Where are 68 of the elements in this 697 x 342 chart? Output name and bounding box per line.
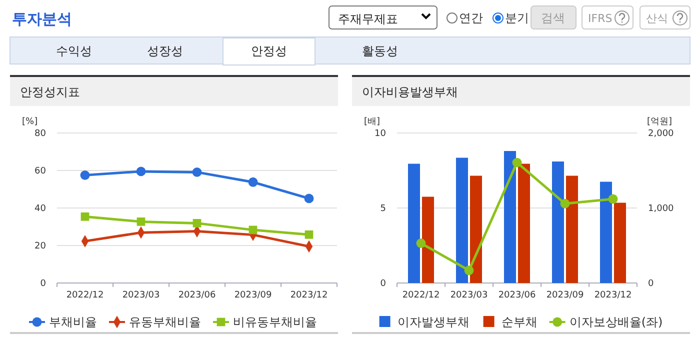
bar xyxy=(600,182,612,283)
x-tick-label: 2023/12 xyxy=(290,290,328,300)
text: 활동성 xyxy=(362,44,398,58)
point xyxy=(80,170,90,180)
text: 안정성 xyxy=(251,44,287,58)
legend-label: 부채비율 xyxy=(49,315,97,329)
text: 연간 xyxy=(459,11,483,25)
y-axis-title: [%] xyxy=(22,117,38,127)
chart-title: 이자비용발생부채 xyxy=(362,85,458,99)
text: 검색 xyxy=(541,11,565,25)
bar xyxy=(504,151,516,283)
text: 주재무제표 xyxy=(338,12,398,26)
x-tick-label: 2022/12 xyxy=(66,290,104,300)
x-tick-label: 2023/03 xyxy=(122,290,160,300)
bar xyxy=(614,202,626,283)
legend-label: 비유동부채비율 xyxy=(233,315,317,329)
legend-label: 순부채 xyxy=(501,315,538,329)
point xyxy=(304,230,314,239)
y2-tick-label: 0 xyxy=(648,278,654,289)
chart-title: 안정성지표 xyxy=(20,85,80,99)
x-tick-label: 2023/03 xyxy=(450,290,488,300)
text: 성장성 xyxy=(147,44,183,58)
y-tick-label: 40 xyxy=(34,204,46,214)
x-tick-label: 2022/12 xyxy=(402,290,440,300)
x-tick-label: 2023/12 xyxy=(594,290,632,300)
y-tick-label: 5 xyxy=(380,204,386,214)
legend-label: 이자보상배율(좌) xyxy=(569,315,663,329)
x-tick-label: 2023/09 xyxy=(546,290,584,300)
x-tick-label: 2023/09 xyxy=(234,290,272,300)
y-tick-label: 60 xyxy=(34,166,46,176)
bar xyxy=(408,164,420,283)
y2-axis-title: [억원] xyxy=(647,117,672,127)
point xyxy=(512,158,522,168)
bar xyxy=(422,196,434,283)
bar xyxy=(518,164,530,283)
text: 분기 xyxy=(505,11,529,25)
text: 투자분석 xyxy=(12,10,72,28)
point xyxy=(464,266,474,276)
bar xyxy=(566,176,578,283)
bar xyxy=(470,176,482,283)
point xyxy=(80,212,90,221)
point xyxy=(136,166,146,176)
y-tick-label: 0 xyxy=(40,278,46,289)
point xyxy=(248,177,258,187)
x-tick-label: 2023/06 xyxy=(498,290,536,300)
y-axis-title: [배] xyxy=(364,117,380,127)
y-tick-label: 20 xyxy=(34,241,46,252)
point xyxy=(192,219,202,228)
point xyxy=(192,167,202,177)
y-tick-label: 0 xyxy=(380,278,386,289)
point xyxy=(560,198,570,208)
legend-label: 이자발생부채 xyxy=(397,315,470,329)
y2-tick-label: 1,000 xyxy=(648,204,674,214)
x-tick-label: 2023/06 xyxy=(178,290,216,300)
point xyxy=(304,194,314,204)
point xyxy=(416,238,426,248)
bar xyxy=(456,158,468,283)
legend-label: 유동부채비율 xyxy=(129,315,201,329)
bar xyxy=(552,162,564,283)
y2-tick-label: 2,000 xyxy=(648,128,674,139)
y-tick-label: 10 xyxy=(374,128,386,139)
text: 수익성 xyxy=(56,44,92,58)
text: 산식 xyxy=(646,12,668,25)
point xyxy=(136,218,146,226)
text: IFRS xyxy=(588,12,612,25)
point xyxy=(608,194,618,204)
y-tick-label: 80 xyxy=(34,128,46,139)
point xyxy=(248,226,258,234)
